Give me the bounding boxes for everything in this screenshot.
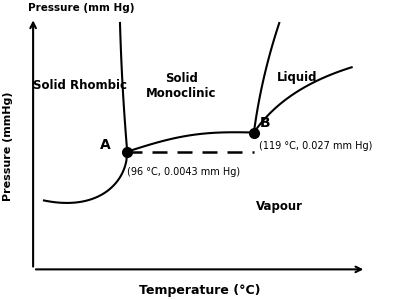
Text: Temperature (°C): Temperature (°C) bbox=[139, 284, 261, 297]
Text: Solid Rhombic: Solid Rhombic bbox=[33, 80, 127, 92]
Text: Solid
Monoclinic: Solid Monoclinic bbox=[146, 72, 217, 100]
Text: Vapour: Vapour bbox=[256, 200, 303, 213]
Text: Pressure (mmHg): Pressure (mmHg) bbox=[3, 92, 13, 201]
Text: Pressure (mm Hg): Pressure (mm Hg) bbox=[28, 3, 134, 14]
Text: (119 °C, 0.027 mm Hg): (119 °C, 0.027 mm Hg) bbox=[259, 141, 373, 151]
Text: Liquid: Liquid bbox=[277, 71, 318, 84]
Text: A: A bbox=[100, 138, 111, 152]
Text: B: B bbox=[259, 116, 270, 130]
Text: (96 °C, 0.0043 mm Hg): (96 °C, 0.0043 mm Hg) bbox=[127, 167, 241, 177]
